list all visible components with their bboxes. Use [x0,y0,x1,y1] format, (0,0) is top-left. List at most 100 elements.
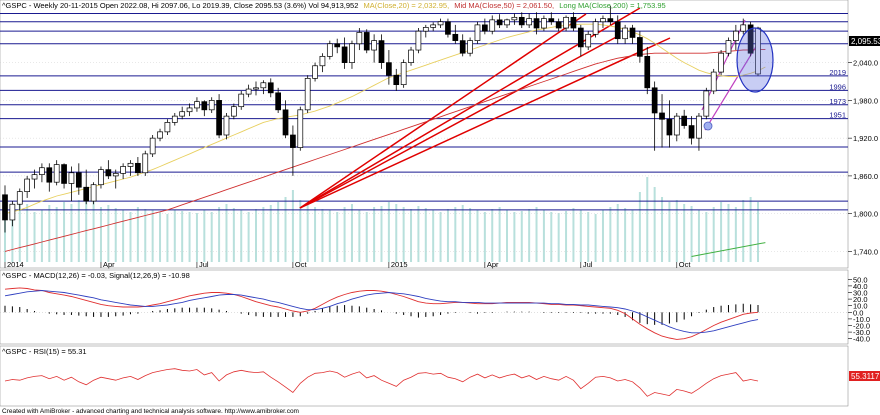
candle-body [319,55,326,67]
candle-body [518,16,525,26]
rsi-line [4,368,759,397]
volume-bar [432,210,435,262]
candle [600,15,606,29]
candle [9,201,16,227]
candle [61,163,67,189]
candle-body [68,172,75,184]
volume-bar [195,213,198,262]
volume-bar [77,200,80,262]
signal-line [4,290,759,334]
volume-bar [439,212,442,262]
price-tick-label: 2,040.0 [853,59,878,68]
candle [577,24,584,57]
candle [98,166,104,189]
candle-body [504,19,510,26]
x-tick-label: Jul [199,260,209,269]
support-labels: 2019 1996 1973 1951 [829,68,846,120]
volume-bar [594,214,597,262]
candle [489,15,496,35]
rsi-value-box [849,371,880,381]
volume-bar [506,210,508,262]
candle-body [563,16,569,29]
footer-credit: Created with AmiBroker - advanced charti… [2,408,299,415]
candle [422,24,429,38]
candle [629,24,636,44]
macd-tick-label: 0.0 [853,308,863,317]
candle-body [98,169,104,186]
candle-body [304,78,311,111]
volume-bar [609,207,612,262]
candle-body [496,19,503,26]
candle-body [208,100,215,111]
volume-bar [63,202,66,262]
trendline-4 [299,37,671,209]
candle-body [267,82,274,94]
candle [696,112,702,151]
candle-body [363,32,370,51]
volume-bar [749,197,752,262]
volume-bar [114,208,117,262]
volume-bar [11,207,14,262]
macd-tick-label: 10.0 [853,302,868,311]
volume-bar [646,177,649,262]
candle-body [297,109,304,148]
candle [570,12,577,32]
candle [356,28,363,51]
volume-bar [528,209,531,262]
candle-body [592,21,599,35]
volume-bar [343,207,346,262]
candle-body [422,27,429,32]
candle [253,81,259,96]
candle-body [223,115,230,136]
candle [437,18,444,29]
x-tick-label: Apr [487,260,499,269]
candle [607,6,614,25]
candle [304,75,311,113]
candle-body [445,21,451,35]
candle [223,112,230,140]
candle-body [386,62,392,76]
volume-bar [410,209,413,262]
highlight-dot [703,121,713,131]
volume-bar [697,210,700,262]
candle-body [290,134,296,148]
candle-body [526,18,532,26]
volume-bar [306,204,309,262]
volume-bar [255,209,257,262]
volume-bar [129,212,132,262]
candle [179,106,186,120]
volume-bar [188,212,191,262]
volume-bar [557,213,560,262]
candle-body [482,24,488,32]
volume-bar [402,207,405,262]
candle [637,31,643,63]
volume-bar [720,202,723,262]
macd-axis: 50.040.030.020.010.00.0-10.0-20.0-30.0-4… [848,275,870,344]
volume-bar [579,210,582,262]
volume-bar [476,210,479,262]
candle-body [275,92,281,111]
candle [267,78,274,98]
candle-body [740,24,747,32]
volume-bar [328,210,331,262]
horizontal-levels [0,13,848,211]
candle-body [120,166,126,174]
price-axis: 2,040.0 1,980.0 1,920.0 1,860.0 1,800.0 1,740… [848,59,878,256]
support-label: 1973 [829,97,846,106]
candle [39,163,45,183]
macd-tick-label: -40.0 [853,335,870,344]
candle [474,21,481,44]
candle [363,29,370,54]
candle-body [600,18,606,23]
candle-body [83,186,90,202]
header-ticker-line: ^GSPC - Weekly 20-11-2015 Open 2022.08, … [2,1,358,10]
candle-body [659,112,665,120]
candle [164,119,171,135]
candle-body [607,18,614,23]
candle-body [16,191,23,205]
volume-bar [631,210,634,262]
price-tick-label: 1,800.0 [853,210,878,219]
x-tick-label: 2014 [7,260,24,269]
volume-bar [159,212,162,262]
